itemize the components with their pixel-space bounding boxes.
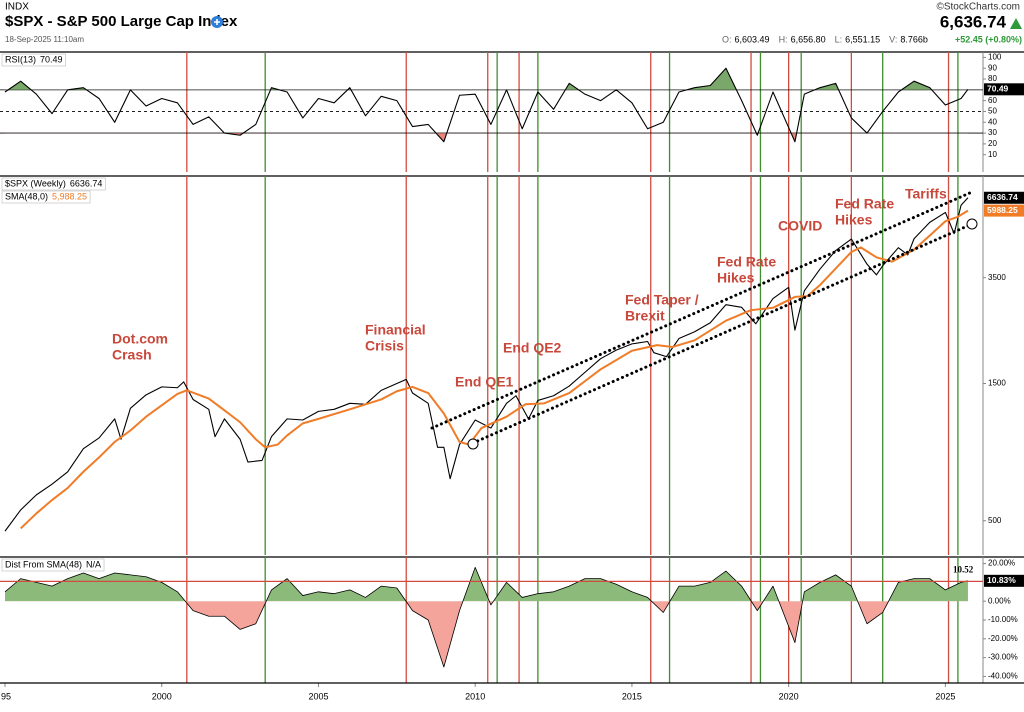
y-tick-label: 10	[988, 150, 997, 159]
last-value-box	[984, 574, 1024, 587]
x-tick-label: 2005	[308, 691, 328, 701]
symbol-title: $SPX - S&P 500 Large Cap Index	[5, 13, 238, 30]
x-tick-label: 2000	[152, 691, 172, 701]
plot	[0, 52, 983, 172]
y-tick-label: 90	[988, 63, 997, 72]
y-tick-label: 50	[988, 107, 997, 116]
legend-value: 5,988.25	[52, 191, 87, 201]
brand: ©StockCharts.com	[936, 2, 1020, 13]
y-tick-label: 30	[988, 128, 997, 137]
annotation: Tariffs	[905, 186, 947, 202]
last-value-box	[984, 83, 1024, 96]
trend-channel	[471, 222, 974, 445]
annotation: Dot.com	[112, 331, 168, 347]
y-tick-label: -10.00%	[988, 615, 1018, 624]
legend-value: N/A	[86, 559, 101, 569]
legend-name: RSI(13)	[5, 54, 36, 64]
last-value-label: 10.83%	[987, 575, 1016, 585]
x-tick-label: 95	[1, 691, 11, 701]
y-tick-label: 3500	[988, 273, 1006, 282]
last-price: 6,636.74	[940, 12, 1007, 31]
annotation: Fed Rate	[717, 254, 776, 270]
annotation: Crash	[112, 347, 152, 363]
last-value-box	[984, 191, 1024, 204]
annotation: Financial	[365, 322, 426, 338]
annotation: Hikes	[835, 212, 873, 228]
annotation: COVID	[778, 218, 822, 234]
annotation: Fed Rate	[835, 196, 894, 212]
plot	[0, 557, 983, 683]
last-value-label: 5988.25	[987, 205, 1018, 215]
overbought-fill	[5, 68, 968, 90]
legend-value: 70.49	[40, 54, 63, 64]
y-tick-label: -30.00%	[988, 653, 1018, 662]
x-tick-label: 2020	[779, 691, 799, 701]
x-tick-label: 2015	[622, 691, 642, 701]
annotation: Fed Taper /	[625, 292, 699, 308]
ohlc-value: 6,656.80	[791, 34, 826, 44]
area-neg	[185, 601, 889, 668]
trend-channel	[430, 190, 974, 430]
ref-line-label: 10.52	[953, 564, 974, 574]
last-value-label: 6636.74	[987, 192, 1018, 202]
legend-value: 6636.74	[70, 178, 103, 188]
x-tick-label: 2025	[935, 691, 955, 701]
legend-bg	[1, 558, 105, 572]
ohlc-value: 8.766b	[900, 34, 928, 44]
ohlc-label: L:	[835, 34, 843, 44]
legend-name: $SPX (Weekly)	[5, 178, 66, 188]
series-line	[4, 67, 969, 143]
annotation: Hikes	[717, 270, 755, 286]
trend-handle	[467, 438, 479, 450]
series-line	[4, 197, 969, 532]
ohlc-value: 6,603.49	[735, 34, 770, 44]
y-tick-label: 20	[988, 139, 997, 148]
ohlc-label: O:	[722, 34, 732, 44]
y-tick-label: 100	[988, 53, 1002, 62]
annotation: Crisis	[365, 338, 404, 354]
y-tick-label: 0.00%	[988, 596, 1011, 605]
plot	[4, 176, 969, 555]
up-arrow	[1010, 18, 1022, 29]
last-value-label: 70.49	[987, 84, 1009, 94]
area-pos	[5, 567, 968, 602]
exchange: INDX	[5, 2, 29, 13]
series-line	[19, 209, 969, 530]
info-icon[interactable]	[211, 16, 223, 28]
legend-name: Dist From SMA(48)	[5, 559, 82, 569]
legend-bg	[1, 177, 106, 191]
y-tick-label: 60	[988, 96, 997, 105]
y-tick-label: 500	[988, 516, 1002, 525]
y-tick-label: 80	[988, 74, 997, 83]
y-tick-label: -40.00%	[988, 672, 1018, 681]
y-tick-label: -20.00%	[988, 634, 1018, 643]
date: 18-Sep-2025 11:10am	[5, 35, 84, 44]
legend-bg	[1, 53, 66, 67]
x-tick-label: 2010	[465, 691, 485, 701]
legend-bg	[1, 190, 91, 204]
y-tick-label: 20.00%	[988, 559, 1015, 568]
ohlc-label: H:	[779, 34, 788, 44]
y-tick-label: 1500	[988, 379, 1006, 388]
ohlc-label: V:	[889, 34, 897, 44]
annotation: End QE2	[503, 340, 562, 356]
series-line	[4, 566, 969, 668]
last-value-box	[984, 204, 1024, 217]
ohlc-row: O: 6,603.49 H: 6,656.80 L: 6,551.15 V: 8.766b	[722, 34, 928, 44]
ohlc-value: 6,551.15	[845, 34, 880, 44]
change: +52.45 (+0.80%)	[955, 34, 1022, 44]
legend-name: SMA(48,0)	[5, 191, 48, 201]
annotation: Brexit	[625, 308, 665, 324]
info-plus[interactable]	[214, 19, 220, 25]
annotation: End QE1	[455, 374, 514, 390]
trend-handle	[966, 218, 978, 230]
y-tick-label: 40	[988, 117, 997, 126]
